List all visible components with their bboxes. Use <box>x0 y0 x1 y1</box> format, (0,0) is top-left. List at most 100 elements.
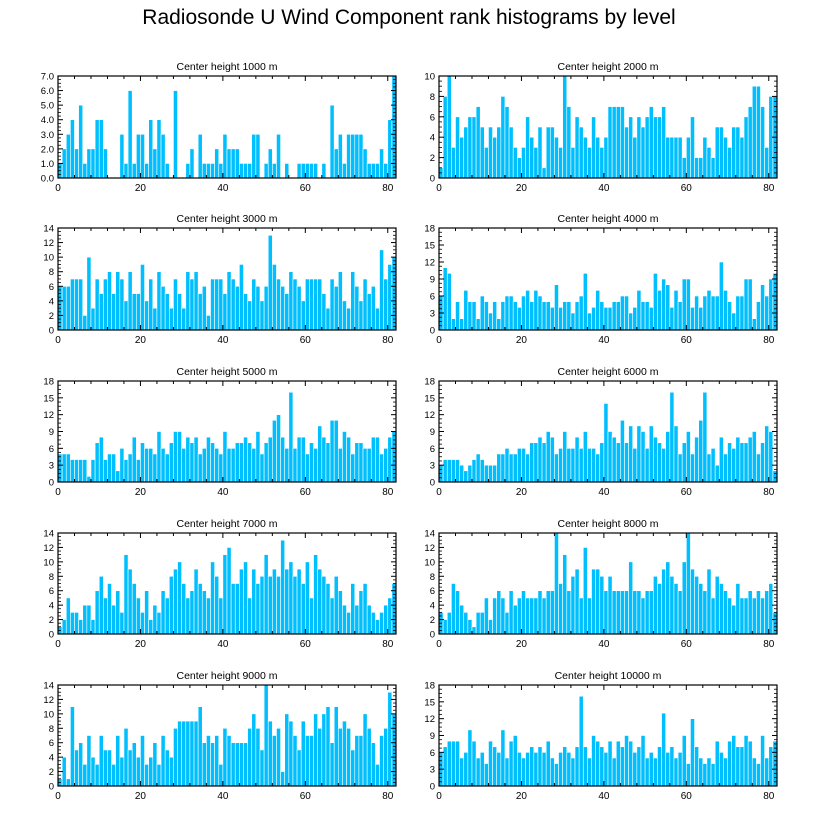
histogram-bar <box>657 583 662 635</box>
histogram-bar <box>764 295 770 331</box>
histogram-bar <box>677 136 683 179</box>
histogram-bar <box>624 590 629 635</box>
histogram-bar <box>632 752 638 787</box>
histogram-bar <box>587 312 592 331</box>
histogram-bar <box>521 590 526 635</box>
histogram-bar <box>463 470 469 483</box>
histogram-bar <box>653 575 658 635</box>
histogram-bar <box>488 464 493 483</box>
histogram-bar <box>611 301 617 331</box>
histogram-bar <box>350 453 356 483</box>
y-tick-label: 3 <box>430 765 435 776</box>
histogram-bar <box>280 771 286 787</box>
histogram-bar <box>218 278 224 331</box>
histogram-panel: Center height 10000 m 0 20 40 60 80 0 3 6 9 12 15 18 <box>424 670 778 802</box>
histogram-bar <box>644 301 650 331</box>
y-tick-label: 9 <box>430 427 435 438</box>
histogram-bar <box>521 757 526 787</box>
histogram-bar <box>714 575 720 635</box>
histogram-bar <box>677 752 683 787</box>
histogram-bar <box>731 735 737 787</box>
histogram-bar <box>300 300 306 331</box>
histogram-bar <box>624 442 629 483</box>
histogram-bar <box>123 300 129 331</box>
histogram-bar <box>723 590 728 635</box>
y-tick-label: 10 <box>43 709 54 720</box>
histogram-bar <box>292 735 298 787</box>
y-tick-label: 18 <box>424 377 435 388</box>
histogram-bar <box>90 307 96 331</box>
histogram-bar <box>173 90 178 179</box>
histogram-bar <box>475 453 481 483</box>
x-tick-label: 80 <box>763 791 775 802</box>
histogram-bar <box>702 136 708 179</box>
histogram-bar <box>582 547 588 635</box>
histogram-bar <box>529 597 535 635</box>
histogram-bar <box>160 133 166 179</box>
histogram-bar <box>587 757 592 787</box>
histogram-bar <box>362 278 368 331</box>
histogram-bar <box>545 590 551 635</box>
histogram-bar <box>160 285 166 331</box>
histogram-bar <box>508 453 514 483</box>
histogram-bar <box>723 290 728 331</box>
histogram-bar <box>455 590 460 635</box>
histogram-bar <box>177 561 182 635</box>
x-tick-label: 20 <box>135 183 147 194</box>
y-tick-label: 1.0 <box>41 159 54 170</box>
histogram-bar <box>566 448 572 483</box>
histogram-bar <box>103 749 108 787</box>
histogram-bar <box>358 735 364 787</box>
y-tick-label: 6 <box>49 282 54 293</box>
histogram-bar <box>455 459 460 483</box>
histogram-bar <box>305 735 310 787</box>
histogram-bar <box>189 148 195 179</box>
histogram-bar <box>574 568 580 635</box>
histogram-bar <box>280 436 286 483</box>
histogram-bar <box>375 619 380 635</box>
histogram-bar <box>694 746 699 787</box>
y-tick-label: 18 <box>424 681 435 692</box>
histogram-bar <box>337 590 343 635</box>
histogram-bar <box>578 295 584 331</box>
histogram-bar <box>558 583 563 635</box>
histogram-bar <box>636 116 642 179</box>
histogram-bar <box>492 136 498 179</box>
histogram-bar <box>706 453 712 483</box>
histogram-bar <box>756 301 761 331</box>
histogram-bar <box>70 706 75 787</box>
histogram-bar <box>582 746 588 787</box>
histogram-bar <box>350 749 356 787</box>
histogram-bar <box>140 735 145 787</box>
histogram-bar <box>562 301 568 331</box>
histogram-bar <box>321 575 327 635</box>
y-tick-label: 5.0 <box>41 101 54 112</box>
histogram-bar <box>206 436 211 483</box>
histogram-bar <box>123 727 129 787</box>
histogram-bar <box>189 720 195 787</box>
histogram-bar <box>127 749 133 787</box>
histogram-bar <box>504 757 510 787</box>
histogram-bar <box>358 300 364 331</box>
histogram-bar <box>549 757 555 787</box>
histogram-bar <box>354 735 360 787</box>
histogram-bar <box>665 431 671 483</box>
histogram-bar <box>136 133 141 179</box>
histogram-bar <box>115 590 121 635</box>
histogram-bar <box>272 735 277 787</box>
histogram-bar <box>657 442 662 483</box>
histogram-bar <box>119 756 125 787</box>
histogram-bar <box>558 752 563 787</box>
histogram-bar <box>751 85 757 179</box>
histogram-bar <box>587 597 592 635</box>
histogram-bar <box>488 312 493 331</box>
histogram-bar <box>313 163 318 179</box>
histogram-bar <box>218 453 224 483</box>
histogram-bar <box>587 448 592 483</box>
histogram-bar <box>383 727 389 787</box>
histogram-panel: Center height 5000 m 0 20 40 60 80 0 3 6 9 12 15 18 <box>43 366 397 498</box>
histogram-bar <box>459 604 465 635</box>
histogram-bar <box>296 436 302 483</box>
histogram-bar <box>272 568 277 635</box>
